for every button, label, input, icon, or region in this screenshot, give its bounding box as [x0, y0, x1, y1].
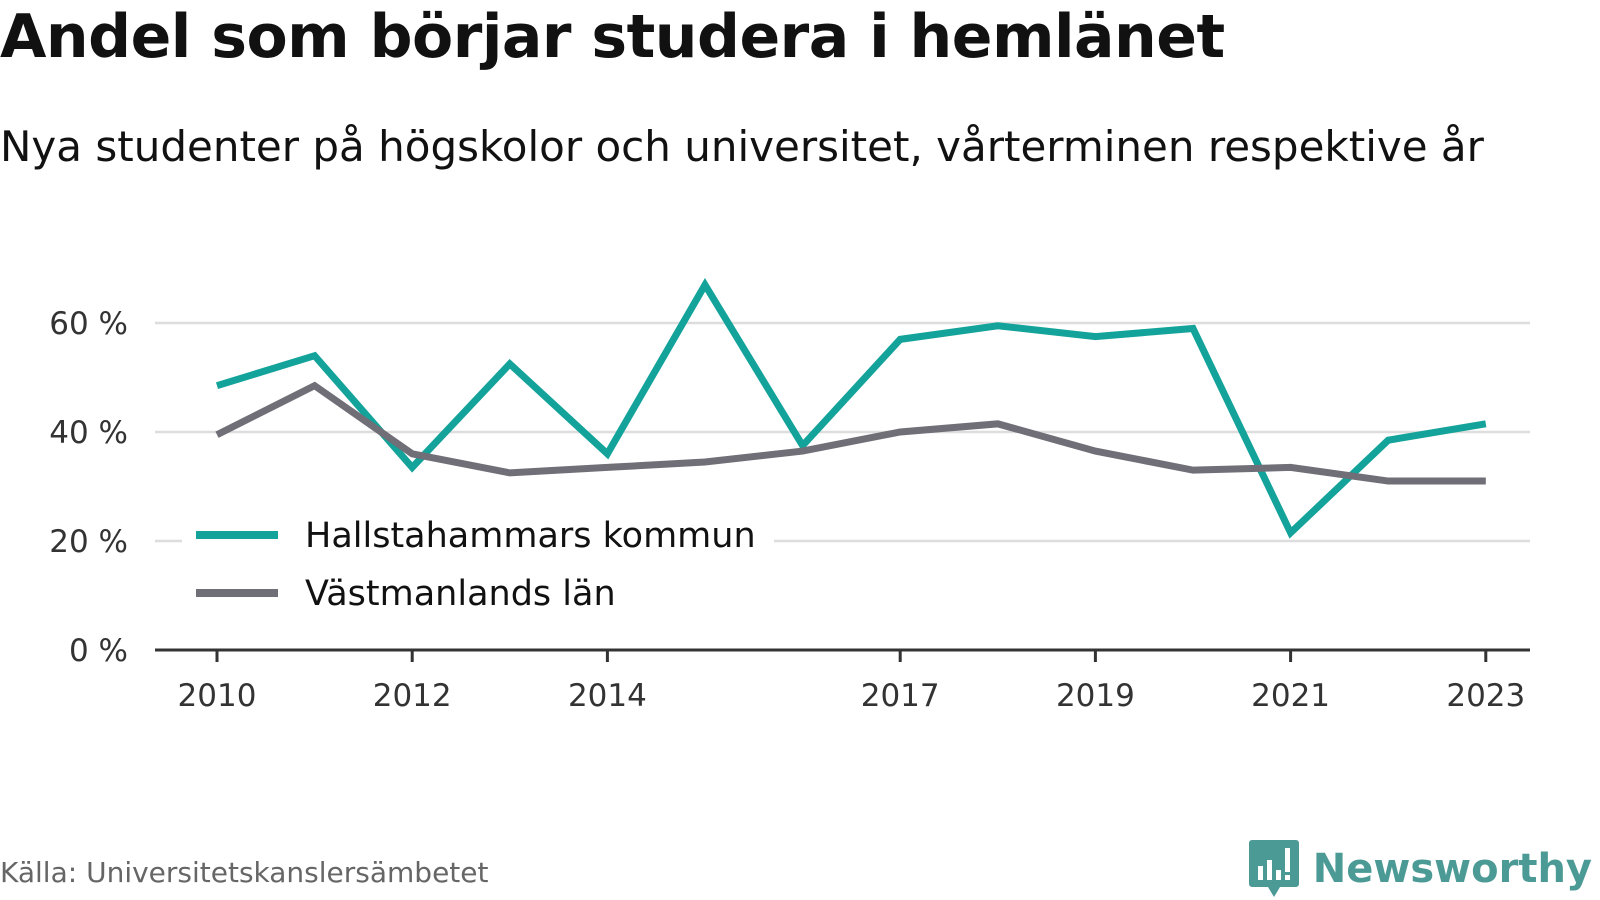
chart-title: Andel som börjar studera i hemlänet: [0, 2, 1225, 72]
legend-label-2: Västmanlands län: [305, 574, 616, 614]
chart-subtitle: Nya studenter på högskolor och universit…: [0, 122, 1484, 171]
y-tick-label: 20 %: [49, 524, 128, 560]
x-tick-label: 2017: [861, 678, 940, 714]
y-tick-label: 60 %: [49, 306, 128, 342]
series-line-2: [215, 381, 1486, 485]
x-tick-label: 2012: [373, 678, 452, 714]
y-tick-label: 0 %: [69, 633, 128, 669]
x-tick-label: 2014: [568, 678, 647, 714]
y-tick-label: 40 %: [49, 415, 128, 451]
x-tick-label: 2023: [1446, 678, 1525, 714]
brand-logo: Newsworthy: [1248, 840, 1592, 898]
x-tick-label: 2010: [178, 678, 257, 714]
source-note: Källa: Universitetskanslersämbetet: [0, 856, 489, 889]
legend-background: [182, 505, 774, 625]
legend-label-1: Hallstahammars kommun: [305, 516, 756, 556]
x-tick-label: 2021: [1251, 678, 1330, 714]
series-line-1: [215, 277, 1487, 539]
brand-name: Newsworthy: [1312, 846, 1592, 892]
x-tick-label: 2019: [1056, 678, 1135, 714]
newsworthy-logo-icon: [1248, 840, 1299, 897]
